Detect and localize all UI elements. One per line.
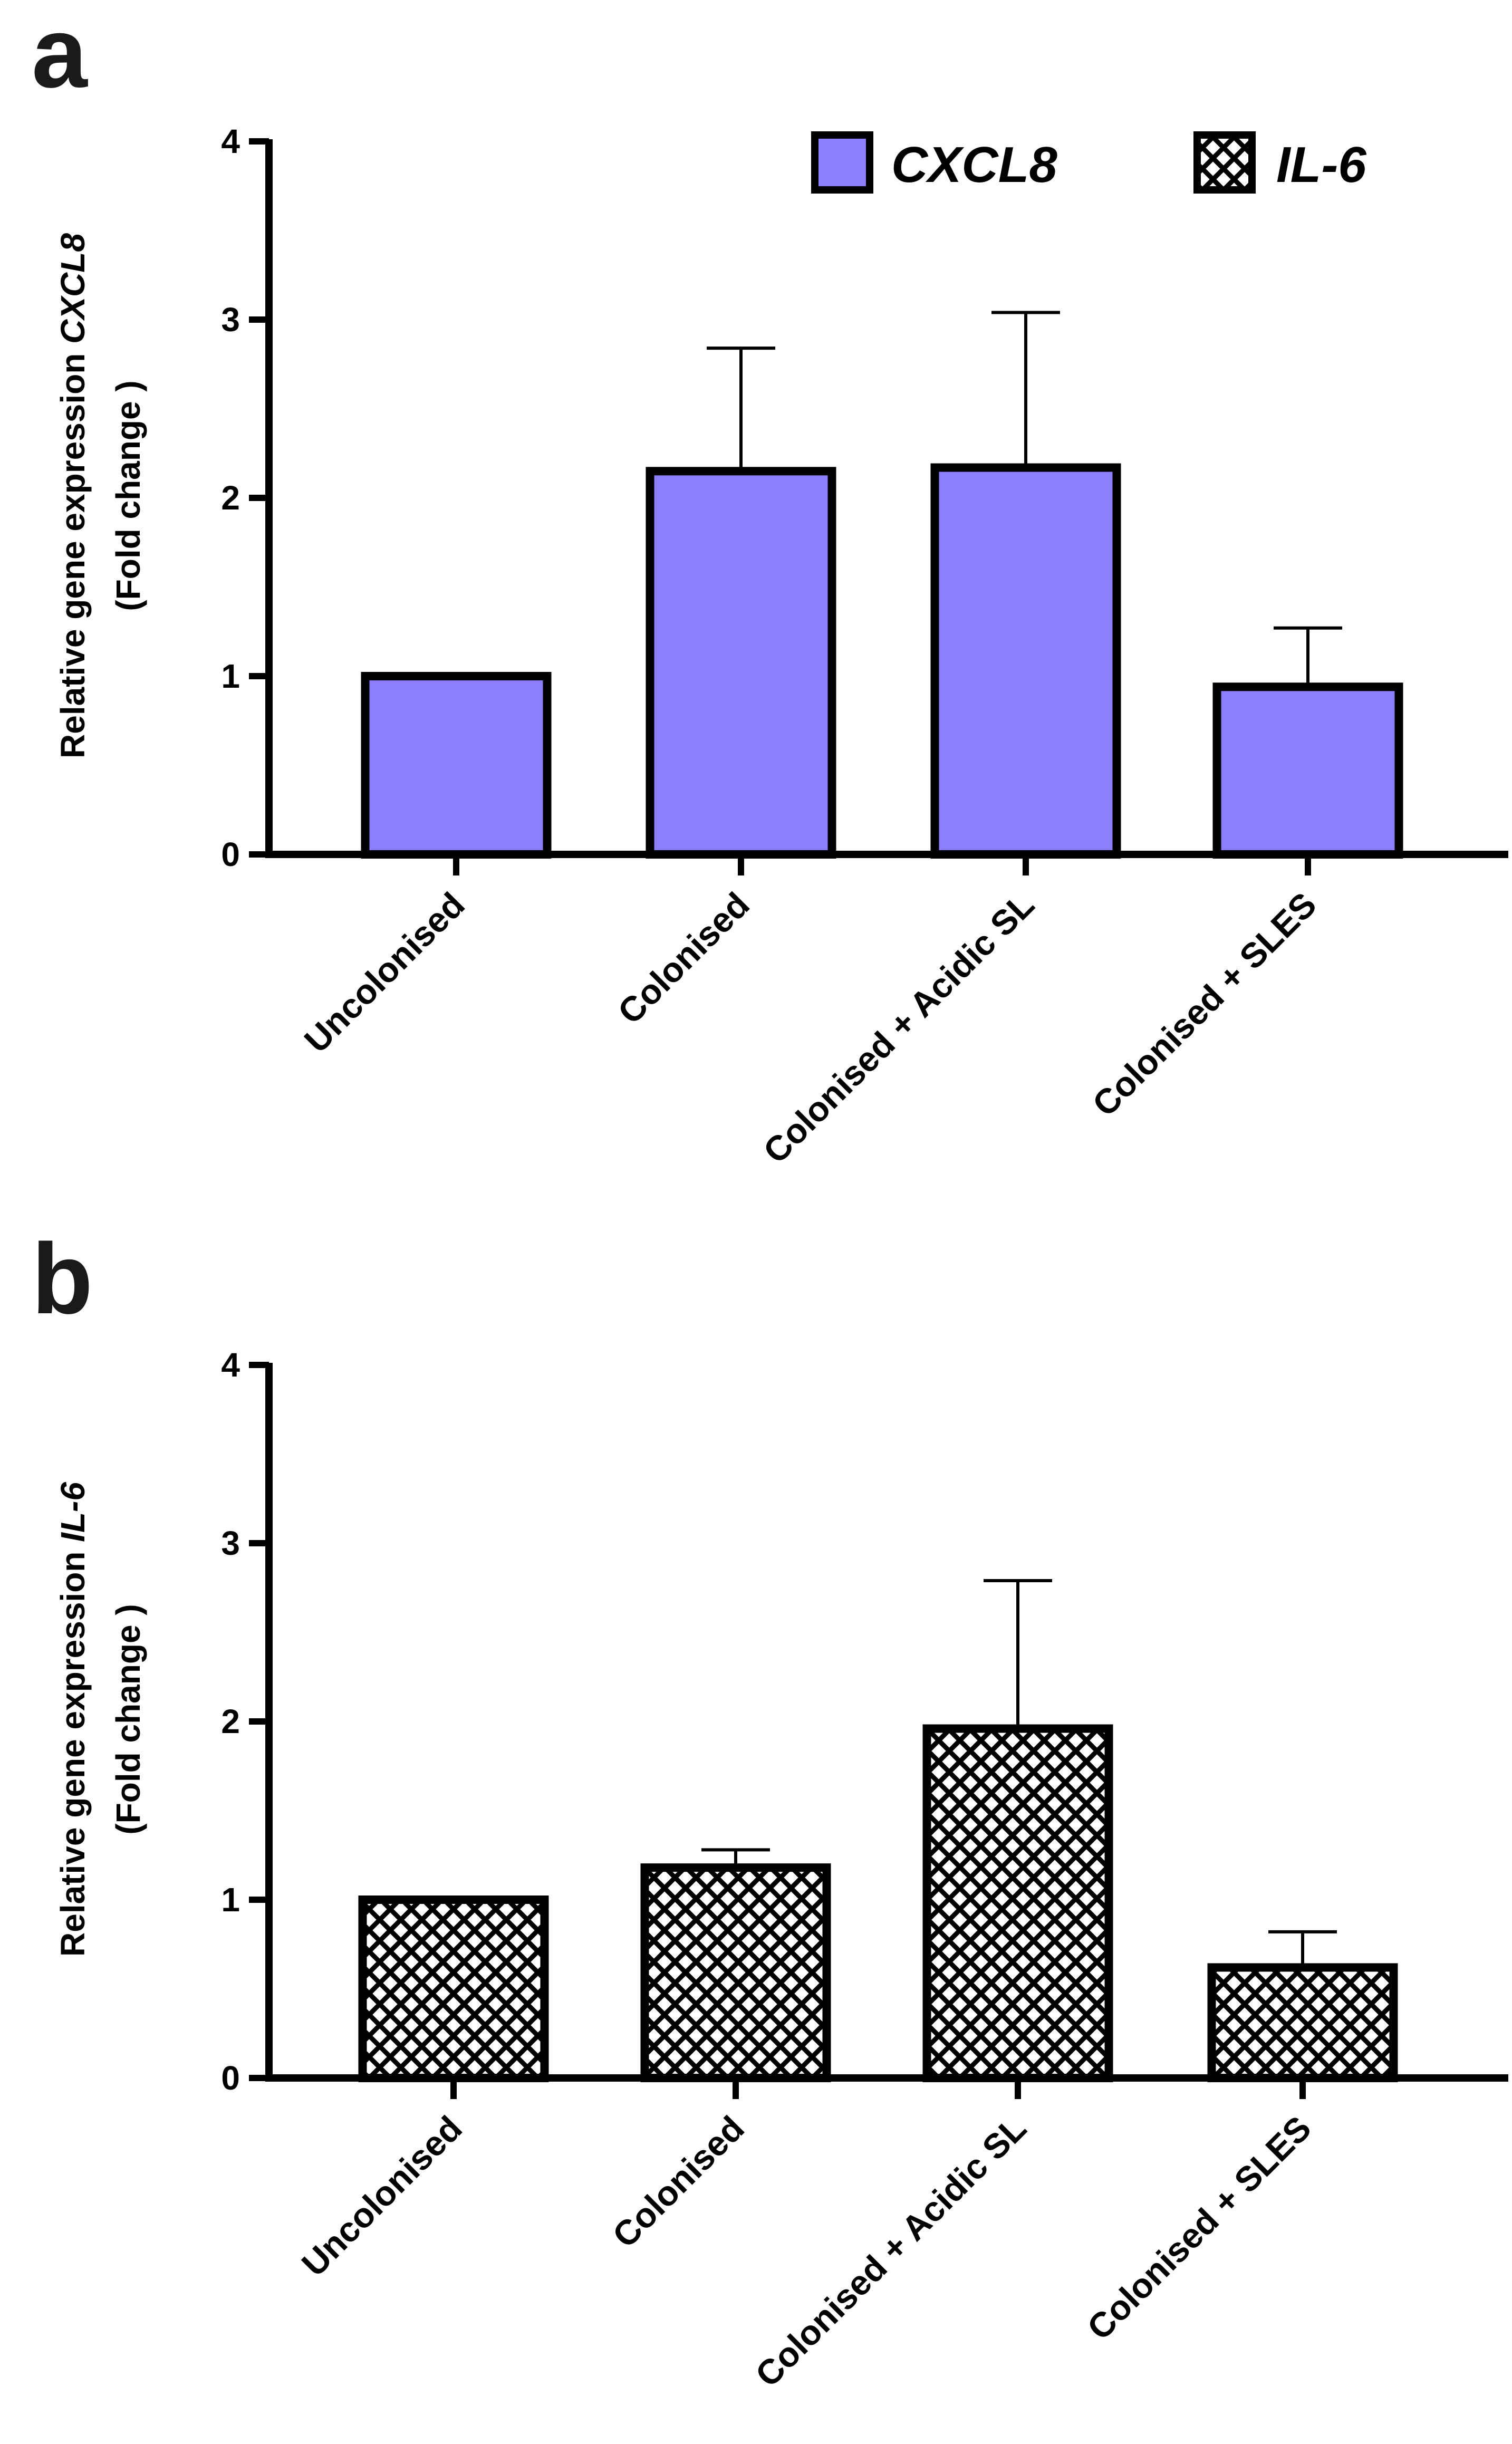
bar xyxy=(922,1724,1113,2082)
bar xyxy=(361,672,552,859)
bar xyxy=(646,467,836,859)
y-axis-title: Relative gene expression IL-6 xyxy=(54,1482,92,1957)
y-tick-label: 2 xyxy=(221,479,240,517)
panel-a: a Relative gene expression CXCL8 (Fold c… xyxy=(32,0,1508,1171)
y-tick-label: 3 xyxy=(221,1524,240,1562)
y-tick-label: 1 xyxy=(221,657,240,695)
legend-label: IL-6 xyxy=(1276,137,1366,193)
bar xyxy=(930,463,1121,859)
y-tick-label: 0 xyxy=(221,2059,240,2097)
y-axis-title: Relative gene expression CXCL8 xyxy=(54,233,92,758)
legend-item-il6: IL-6 xyxy=(1193,131,1366,194)
y-tick-label: 4 xyxy=(221,122,240,160)
legend-swatch-solid xyxy=(811,131,873,194)
y-axis-subtitle: (Fold change ) xyxy=(109,380,147,611)
legend-item-cxcl8: CXCL8 xyxy=(811,131,1057,194)
x-tick-label: Colonised xyxy=(610,885,757,1032)
bar xyxy=(1207,1963,1398,2082)
y-tick-label: 2 xyxy=(221,1702,240,1740)
x-tick-label: Colonised xyxy=(605,2109,752,2255)
x-tick-label: Colonised + Acidic SL xyxy=(756,885,1042,1171)
y-tick-label: 3 xyxy=(221,301,240,339)
legend-swatch-crosshatch xyxy=(1193,131,1256,194)
bar xyxy=(358,1895,549,2082)
x-tick-label: Uncolonised xyxy=(297,885,472,1060)
panel-b: b Relative gene expression IL-6 (Fold ch… xyxy=(32,1223,1508,2394)
bar xyxy=(1212,682,1403,859)
x-tick-label: Colonised + Acidic SL xyxy=(748,2109,1034,2394)
y-tick-label: 1 xyxy=(221,1881,240,1919)
legend-label: CXCL8 xyxy=(891,137,1057,193)
y-axis-subtitle: (Fold change ) xyxy=(109,1604,147,1834)
panel-letter-b: b xyxy=(32,1223,93,1335)
y-tick-label: 4 xyxy=(221,1346,240,1384)
x-tick-label: Uncolonised xyxy=(294,2109,469,2284)
x-tick-label: Colonised + SLES xyxy=(1080,2109,1318,2347)
y-tick-label: 0 xyxy=(221,835,240,873)
x-tick-label: Colonised + SLES xyxy=(1085,885,1324,1124)
legend: CXCL8 IL-6 xyxy=(811,131,1366,194)
panel-letter-a: a xyxy=(32,0,88,109)
bar xyxy=(640,1863,831,2082)
